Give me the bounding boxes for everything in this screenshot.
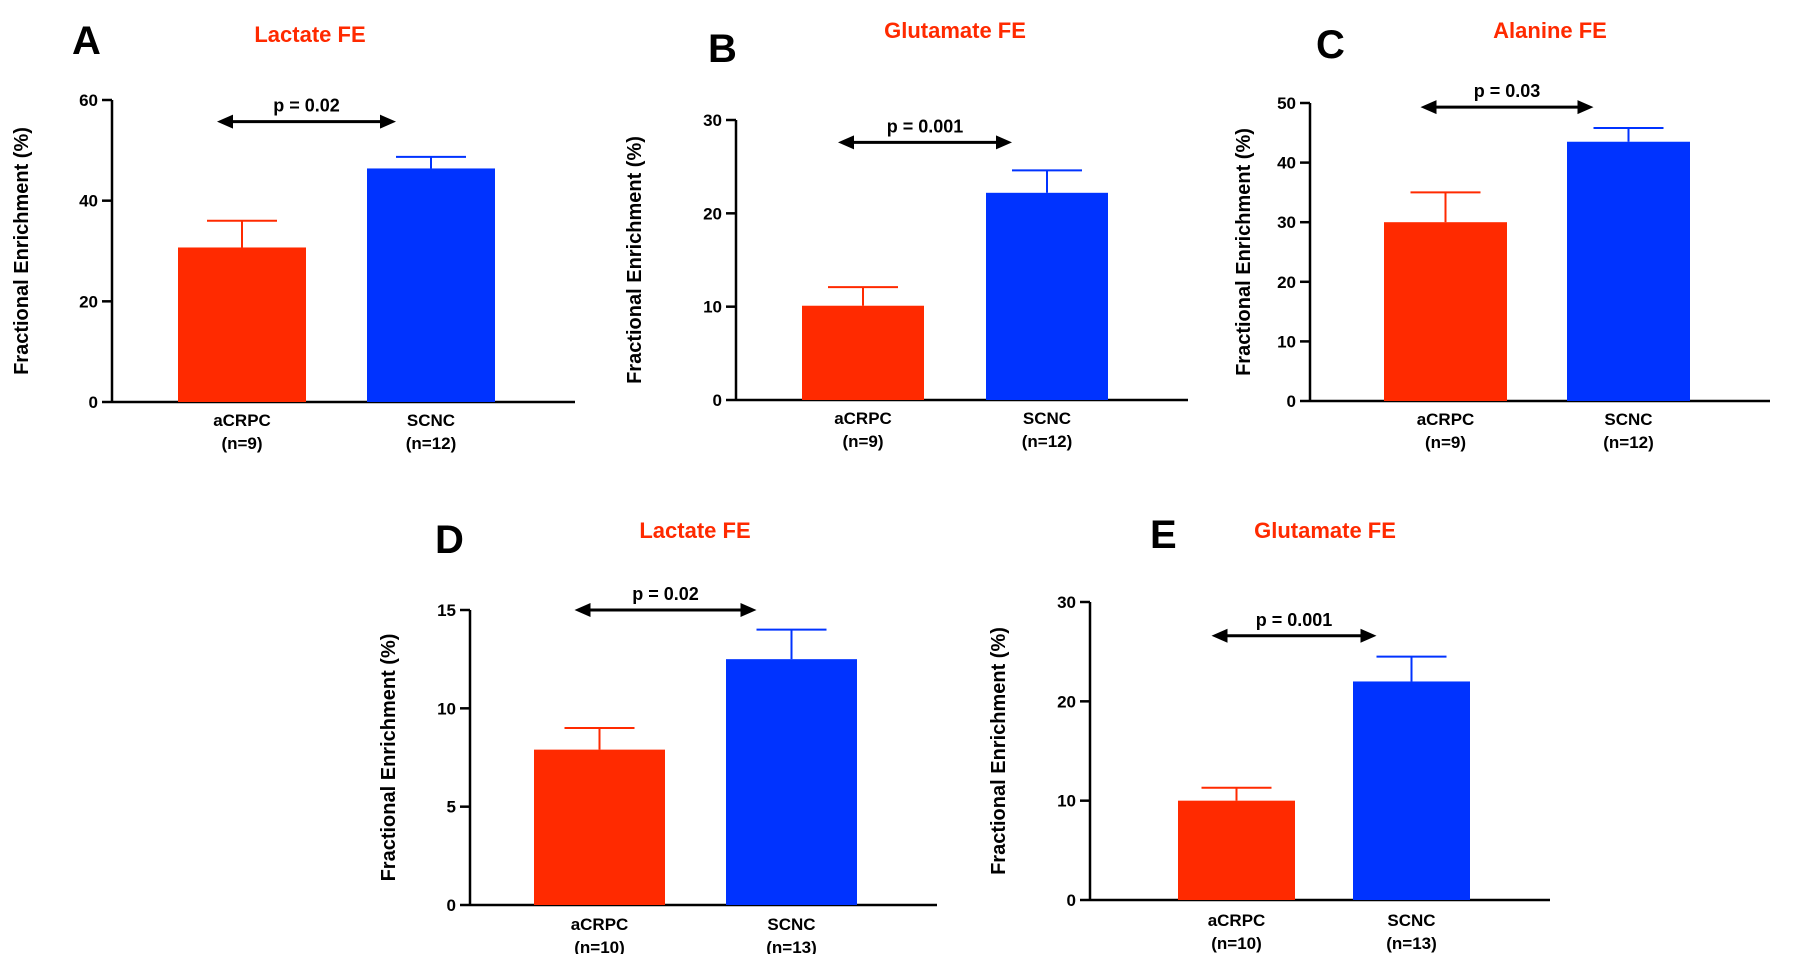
panel-b: B Glutamate FE Fractional Enrichment (%) 0 1… (624, 18, 1188, 451)
y-tick-label-a: 0 (89, 393, 98, 412)
y-tick-label-b: 30 (703, 111, 722, 130)
panel-a: A Lactate FE Fractional Enrichment (%) 0 20 4… (11, 19, 575, 453)
panel-d: D Lactate FE Fractional Enrichment (%) 0 5 10… (378, 518, 937, 954)
pvalue-label-e: p = 0.001 (1256, 610, 1333, 630)
category-label-acrpc-e: aCRPC (1208, 911, 1266, 930)
y-tick-label-c: 30 (1277, 213, 1296, 232)
panel-c: C Alanine FE Fractional Enrichment (%) 0 10 2… (1233, 18, 1770, 452)
panel-letter-a: A (72, 19, 101, 63)
y-tick-label-b: 20 (703, 204, 722, 223)
chart-title-b: Glutamate FE (884, 18, 1026, 43)
bar-scnc-b (986, 192, 1108, 400)
pvalue-arrowhead-right-d (740, 603, 757, 617)
y-tick-label-c: 40 (1277, 154, 1296, 173)
y-tick-label-c: 50 (1277, 94, 1296, 113)
y-axis-label-d: Fractional Enrichment (%) (378, 634, 400, 882)
y-tick-label-a: 20 (79, 292, 98, 311)
chart-title-d: Lactate FE (639, 518, 750, 543)
y-axis-label-e: Fractional Enrichment (%) (988, 627, 1010, 875)
panel-e: E Glutamate FE Fractional Enrichment (%) 0 1… (988, 513, 1550, 953)
category-label-acrpc-d: aCRPC (571, 915, 629, 934)
category-label-scnc-c: SCNC (1604, 410, 1652, 429)
bar-acrpc-d (534, 749, 665, 905)
chart-title-c: Alanine FE (1493, 18, 1607, 43)
pvalue-arrowhead-right-a (380, 114, 396, 129)
y-tick-label-a: 40 (79, 192, 98, 211)
bar-acrpc-e (1178, 800, 1295, 900)
bar-acrpc-a (178, 247, 306, 402)
y-tick-label-e: 0 (1067, 891, 1076, 910)
y-tick-label-a: 60 (79, 91, 98, 110)
category-label-scnc-e: SCNC (1387, 911, 1435, 930)
pvalue-arrowhead-left-e (1211, 628, 1228, 643)
y-tick-label-c: 20 (1277, 273, 1296, 292)
chart-title-e: Glutamate FE (1254, 518, 1396, 543)
y-axis-label-c: Fractional Enrichment (%) (1233, 128, 1255, 376)
pvalue-label-a: p = 0.02 (273, 96, 340, 116)
panel-letter-d: D (435, 518, 464, 562)
pvalue-arrowhead-left-a (217, 114, 233, 129)
category-n-acrpc-c: (n=9) (1425, 433, 1466, 452)
category-label-scnc-a: SCNC (407, 411, 455, 430)
panel-letter-c: C (1316, 23, 1345, 67)
category-n-scnc-e: (n=13) (1386, 934, 1437, 953)
pvalue-arrowhead-left-b (838, 135, 854, 150)
category-label-scnc-d: SCNC (767, 915, 815, 934)
category-label-scnc-b: SCNC (1023, 409, 1071, 428)
y-tick-label-d: 0 (447, 896, 456, 915)
bar-scnc-d (726, 659, 857, 905)
category-label-acrpc-b: aCRPC (834, 409, 892, 428)
panel-letter-b: B (708, 27, 737, 71)
y-tick-label-e: 30 (1057, 593, 1076, 612)
pvalue-arrowhead-right-c (1577, 100, 1594, 115)
y-tick-label-e: 10 (1057, 792, 1076, 811)
bar-scnc-e (1353, 681, 1470, 900)
category-label-acrpc-a: aCRPC (213, 411, 271, 430)
pvalue-arrowhead-left-c (1420, 100, 1437, 115)
category-n-scnc-b: (n=12) (1022, 432, 1073, 451)
bar-acrpc-b (802, 305, 924, 400)
category-n-scnc-d: (n=13) (766, 938, 817, 954)
pvalue-arrowhead-right-b (996, 135, 1012, 150)
category-label-acrpc-c: aCRPC (1417, 410, 1475, 429)
pvalue-arrowhead-right-e (1360, 628, 1377, 643)
panel-letter-e: E (1150, 513, 1177, 557)
y-tick-label-d: 5 (447, 798, 456, 817)
y-tick-label-d: 10 (437, 699, 456, 718)
category-n-scnc-a: (n=12) (406, 434, 457, 453)
bar-scnc-c (1567, 141, 1690, 402)
category-n-acrpc-b: (n=9) (842, 432, 883, 451)
y-axis-label-a: Fractional Enrichment (%) (11, 127, 33, 375)
bar-acrpc-c (1384, 222, 1507, 401)
category-n-acrpc-d: (n=10) (574, 938, 625, 954)
pvalue-label-c: p = 0.03 (1474, 81, 1541, 101)
y-tick-label-d: 15 (437, 601, 456, 620)
y-tick-label-b: 0 (713, 391, 722, 410)
pvalue-label-d: p = 0.02 (632, 584, 699, 604)
category-n-scnc-c: (n=12) (1603, 433, 1654, 452)
y-tick-label-c: 0 (1287, 392, 1296, 411)
category-n-acrpc-e: (n=10) (1211, 934, 1262, 953)
bar-scnc-a (367, 168, 495, 402)
chart-title-a: Lactate FE (254, 22, 365, 47)
y-tick-label-e: 20 (1057, 692, 1076, 711)
category-n-acrpc-a: (n=9) (221, 434, 262, 453)
pvalue-arrowhead-left-d (574, 603, 591, 617)
y-axis-label-b: Fractional Enrichment (%) (624, 136, 646, 384)
pvalue-label-b: p = 0.001 (887, 116, 964, 136)
y-tick-label-c: 10 (1277, 332, 1296, 351)
y-tick-label-b: 10 (703, 298, 722, 317)
